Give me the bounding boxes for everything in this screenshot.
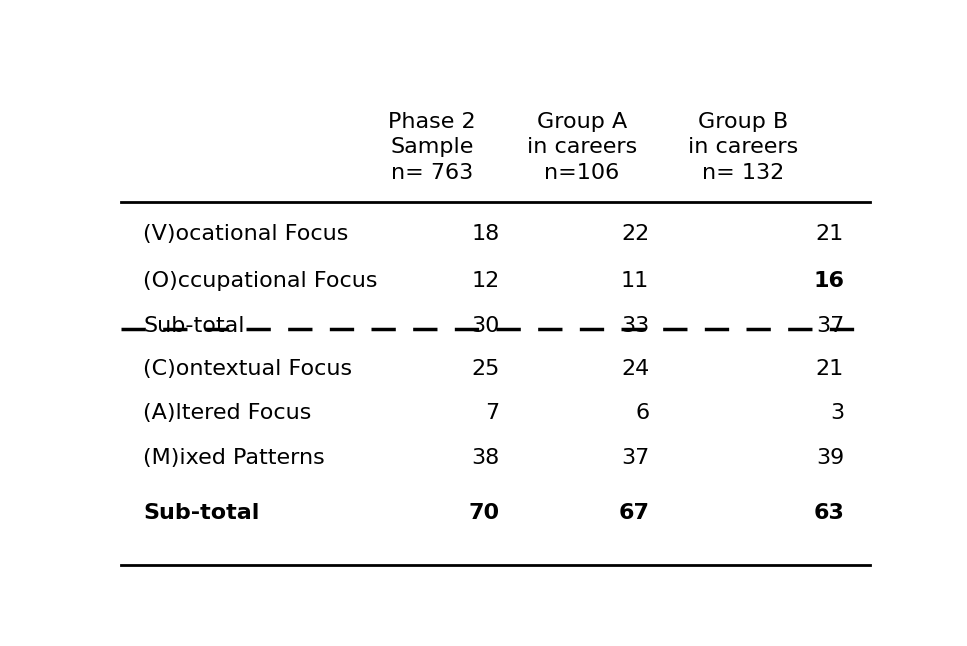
Text: 38: 38: [471, 448, 499, 468]
Text: 39: 39: [816, 448, 844, 468]
Text: 33: 33: [621, 317, 649, 336]
Text: 7: 7: [485, 403, 499, 423]
Text: 18: 18: [471, 224, 499, 244]
Text: Group B
in careers
n= 132: Group B in careers n= 132: [688, 112, 798, 183]
Text: Sub-total: Sub-total: [143, 503, 260, 523]
Text: 25: 25: [471, 359, 499, 379]
Text: (C)ontextual Focus: (C)ontextual Focus: [143, 359, 353, 379]
Text: 6: 6: [635, 403, 649, 423]
Text: 21: 21: [816, 224, 844, 244]
Text: (V)ocational Focus: (V)ocational Focus: [143, 224, 349, 244]
Text: 63: 63: [813, 503, 844, 523]
Text: (O)ccupational Focus: (O)ccupational Focus: [143, 271, 378, 291]
Text: 70: 70: [468, 503, 499, 523]
Text: 37: 37: [621, 448, 649, 468]
Text: Group A
in careers
n=106: Group A in careers n=106: [527, 112, 637, 183]
Text: 22: 22: [621, 224, 649, 244]
Text: 16: 16: [813, 271, 844, 291]
Text: 67: 67: [618, 503, 649, 523]
Text: 21: 21: [816, 359, 844, 379]
Text: 24: 24: [621, 359, 649, 379]
Text: (M)ixed Patterns: (M)ixed Patterns: [143, 448, 325, 468]
Text: (A)ltered Focus: (A)ltered Focus: [143, 403, 311, 423]
Text: 12: 12: [471, 271, 499, 291]
Text: 37: 37: [816, 317, 844, 336]
Text: 3: 3: [830, 403, 844, 423]
Text: 11: 11: [621, 271, 649, 291]
Text: Phase 2
Sample
n= 763: Phase 2 Sample n= 763: [388, 112, 476, 183]
Text: Sub-total: Sub-total: [143, 317, 245, 336]
Text: 30: 30: [471, 317, 499, 336]
